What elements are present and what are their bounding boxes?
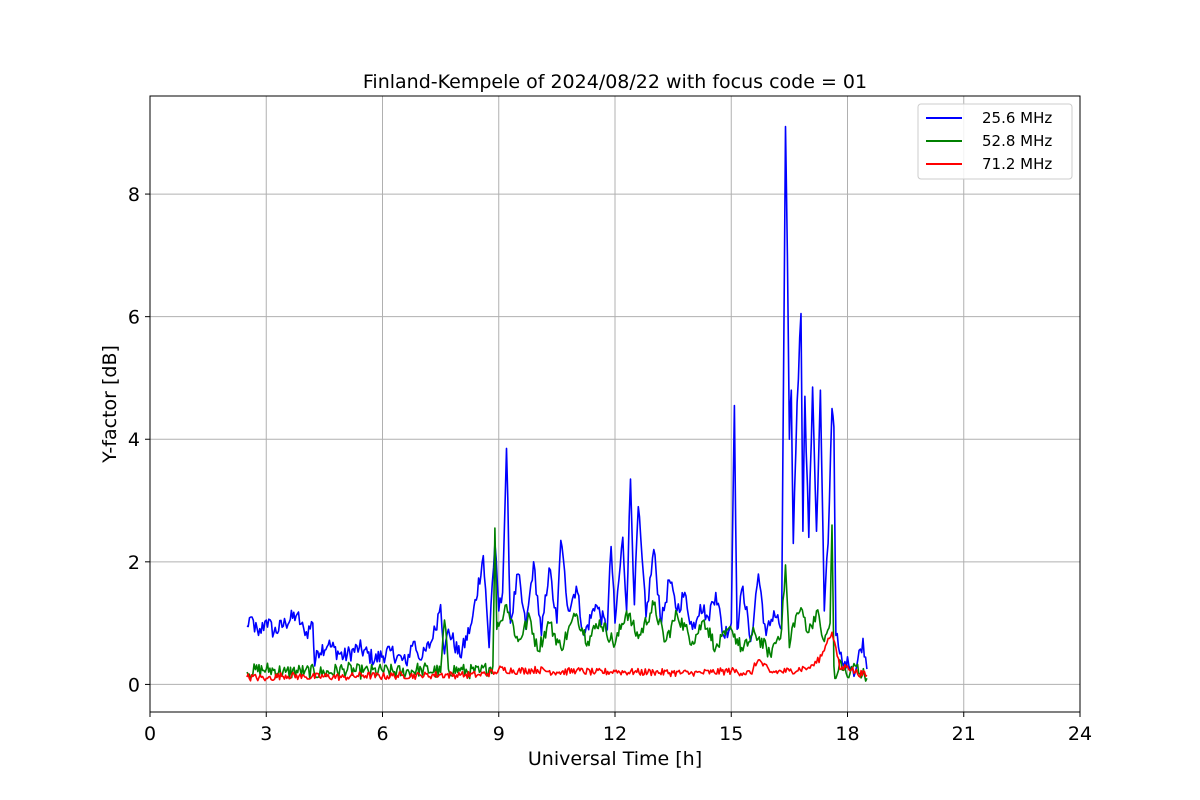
y-axis-label: Y-factor [dB] <box>99 345 121 464</box>
x-tick-label: 6 <box>376 723 388 745</box>
x-tick-label: 15 <box>719 723 743 745</box>
x-axis-label: Universal Time [h] <box>528 748 702 770</box>
series-line-1 <box>246 125 868 678</box>
x-tick-label: 21 <box>952 723 976 745</box>
y-tick-label: 8 <box>128 184 140 206</box>
legend: 25.6 MHz 52.8 MHz 71.2 MHz <box>917 103 1073 180</box>
x-tick-label: 0 <box>144 723 156 745</box>
y-tick-label: 0 <box>128 674 140 696</box>
series-line-2 <box>246 524 868 682</box>
legend-label-2: 52.8 MHz <box>982 132 1052 150</box>
y-tick-label: 4 <box>128 429 140 451</box>
x-tick-label: 9 <box>493 723 505 745</box>
series-line-3 <box>246 631 868 682</box>
legend-label-1: 25.6 MHz <box>982 109 1052 127</box>
x-tick-label: 12 <box>603 723 627 745</box>
y-tick-label: 2 <box>128 552 140 574</box>
x-tick-label: 24 <box>1068 723 1092 745</box>
x-tick-label: 18 <box>835 723 859 745</box>
chart-title: Finland-Kempele of 2024/08/22 with focus… <box>363 71 867 93</box>
series-layer <box>246 125 868 682</box>
legend-box <box>917 103 1073 180</box>
y-tick-label: 6 <box>128 307 140 329</box>
legend-label-3: 71.2 MHz <box>982 155 1052 173</box>
x-axis: 0 3 6 9 12 15 18 21 24 <box>144 712 1092 745</box>
y-axis: 0 2 4 6 8 <box>128 184 150 696</box>
x-tick-label: 3 <box>260 723 272 745</box>
